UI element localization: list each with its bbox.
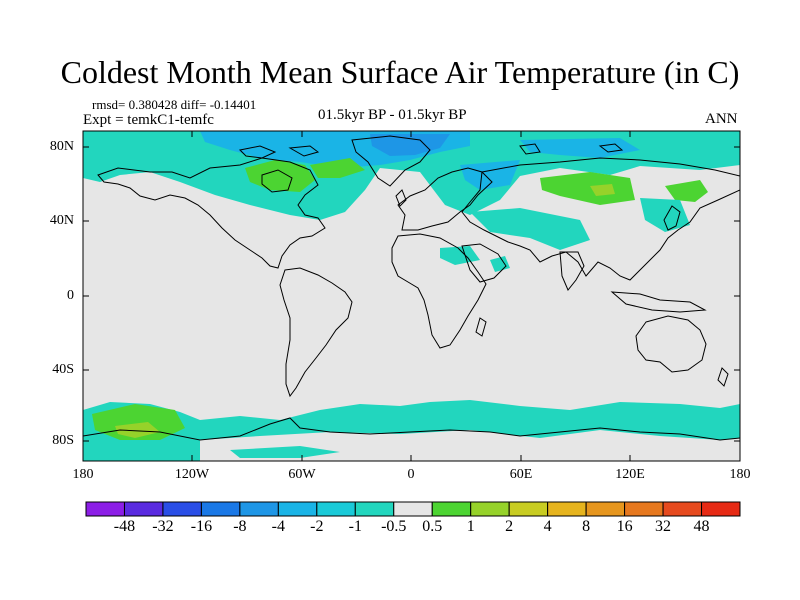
field-cyan-pacific xyxy=(640,198,690,232)
colorbar-swatch xyxy=(85,501,125,517)
colorbar-label: -32 xyxy=(152,518,174,535)
colorbar-label: -2 xyxy=(310,518,324,535)
period-label: 01.5kyr BP - 01.5kyr BP xyxy=(318,107,467,123)
lon-label-60e: 60E xyxy=(509,467,533,482)
field-cyan-siberia xyxy=(520,138,640,158)
colorbar-swatch xyxy=(508,501,549,517)
axis-ticks xyxy=(82,131,741,461)
field-yellow-siberia xyxy=(590,184,615,196)
coast-north-america xyxy=(97,157,326,269)
colorbar-swatch xyxy=(624,501,664,517)
colorbar-swatch xyxy=(239,501,279,517)
colorbar-swatch xyxy=(123,501,164,517)
colorbar-swatch xyxy=(431,501,472,517)
colorbar-swatch xyxy=(200,501,241,517)
coast-arabia xyxy=(461,243,507,283)
lat-label-40s: 40S xyxy=(52,362,74,377)
lon-label-60w: 60W xyxy=(288,467,316,482)
field-cyan-gulf xyxy=(490,256,510,272)
colorbar-swatch xyxy=(585,501,626,517)
coast-india xyxy=(559,251,585,291)
coast-indonesia xyxy=(610,291,707,313)
field-green-siberia xyxy=(540,172,635,205)
colorbar-swatch xyxy=(662,501,703,517)
field-cyan-westasia xyxy=(470,208,590,250)
field-yellow-antarctic-west xyxy=(115,422,160,438)
colorbar-label: -48 xyxy=(113,518,136,535)
map-title: Coldest Month Mean Surface Air Temperatu… xyxy=(60,54,740,90)
colorbar-swatch xyxy=(354,501,395,517)
coast-new-zealand xyxy=(717,367,729,387)
colorbar-label: 1 xyxy=(466,518,475,535)
coast-uk xyxy=(395,189,407,207)
lon-label-120w: 120W xyxy=(174,467,210,482)
coast-south-america xyxy=(279,267,353,398)
season-label: ANN xyxy=(705,111,738,127)
field-grey-antarctica xyxy=(200,430,740,461)
lat-label-0: 0 xyxy=(67,288,74,303)
anomaly-field xyxy=(83,131,740,461)
colorbar-label: -0.5 xyxy=(381,518,407,535)
colorbar-label: -16 xyxy=(190,518,213,535)
coast-arctic-islands xyxy=(238,143,624,159)
lat-label-40n: 40N xyxy=(49,213,74,228)
field-cyan-antarctic-patch xyxy=(230,446,340,458)
colorbar-swatch xyxy=(701,501,741,517)
lon-label-180w: 180 xyxy=(72,467,94,482)
colorbar-swatch xyxy=(316,501,356,517)
stats-text: rmsd= 0.380428 diff= -0.14401 xyxy=(92,97,257,112)
colorbar-label: -1 xyxy=(348,518,362,535)
colorbar-label: -8 xyxy=(233,518,247,535)
coast-japan xyxy=(663,205,681,231)
field-green-eastasia xyxy=(665,180,708,202)
coast-greenland xyxy=(351,135,431,187)
coast-africa xyxy=(391,233,487,349)
colorbar-swatch xyxy=(470,501,510,517)
colorbar-swatch xyxy=(277,501,318,517)
colorbar-label: 48 xyxy=(693,518,710,535)
lon-label-0: 0 xyxy=(407,467,415,482)
lon-label-180e: 180 xyxy=(729,467,751,482)
field-green-canada xyxy=(310,158,365,178)
coast-australia xyxy=(635,315,707,373)
colorbar-swatch xyxy=(547,501,587,517)
colorbar-label: 16 xyxy=(616,518,633,535)
lat-label-80n: 80N xyxy=(49,139,74,154)
colorbar-label: 32 xyxy=(655,518,672,535)
colorbar-swatch xyxy=(393,501,433,517)
coast-hudson-bay xyxy=(261,169,293,193)
coast-madagascar xyxy=(475,317,487,337)
lat-label-80s: 80S xyxy=(52,433,74,448)
colorbar-label: 4 xyxy=(543,518,552,535)
coastlines xyxy=(83,135,740,441)
experiment-label: Expt = temkC1-temfc xyxy=(83,112,214,128)
colorbar-label: 0.5 xyxy=(422,518,443,535)
colorbar-swatch xyxy=(162,501,202,517)
colorbar xyxy=(85,501,741,517)
lon-label-120e: 120E xyxy=(615,467,645,482)
coast-antarctica xyxy=(83,417,740,441)
colorbar-label: 2 xyxy=(505,518,514,535)
colorbar-label: 8 xyxy=(582,518,591,535)
coast-asia xyxy=(461,157,740,281)
colorbar-label: -4 xyxy=(271,518,285,535)
